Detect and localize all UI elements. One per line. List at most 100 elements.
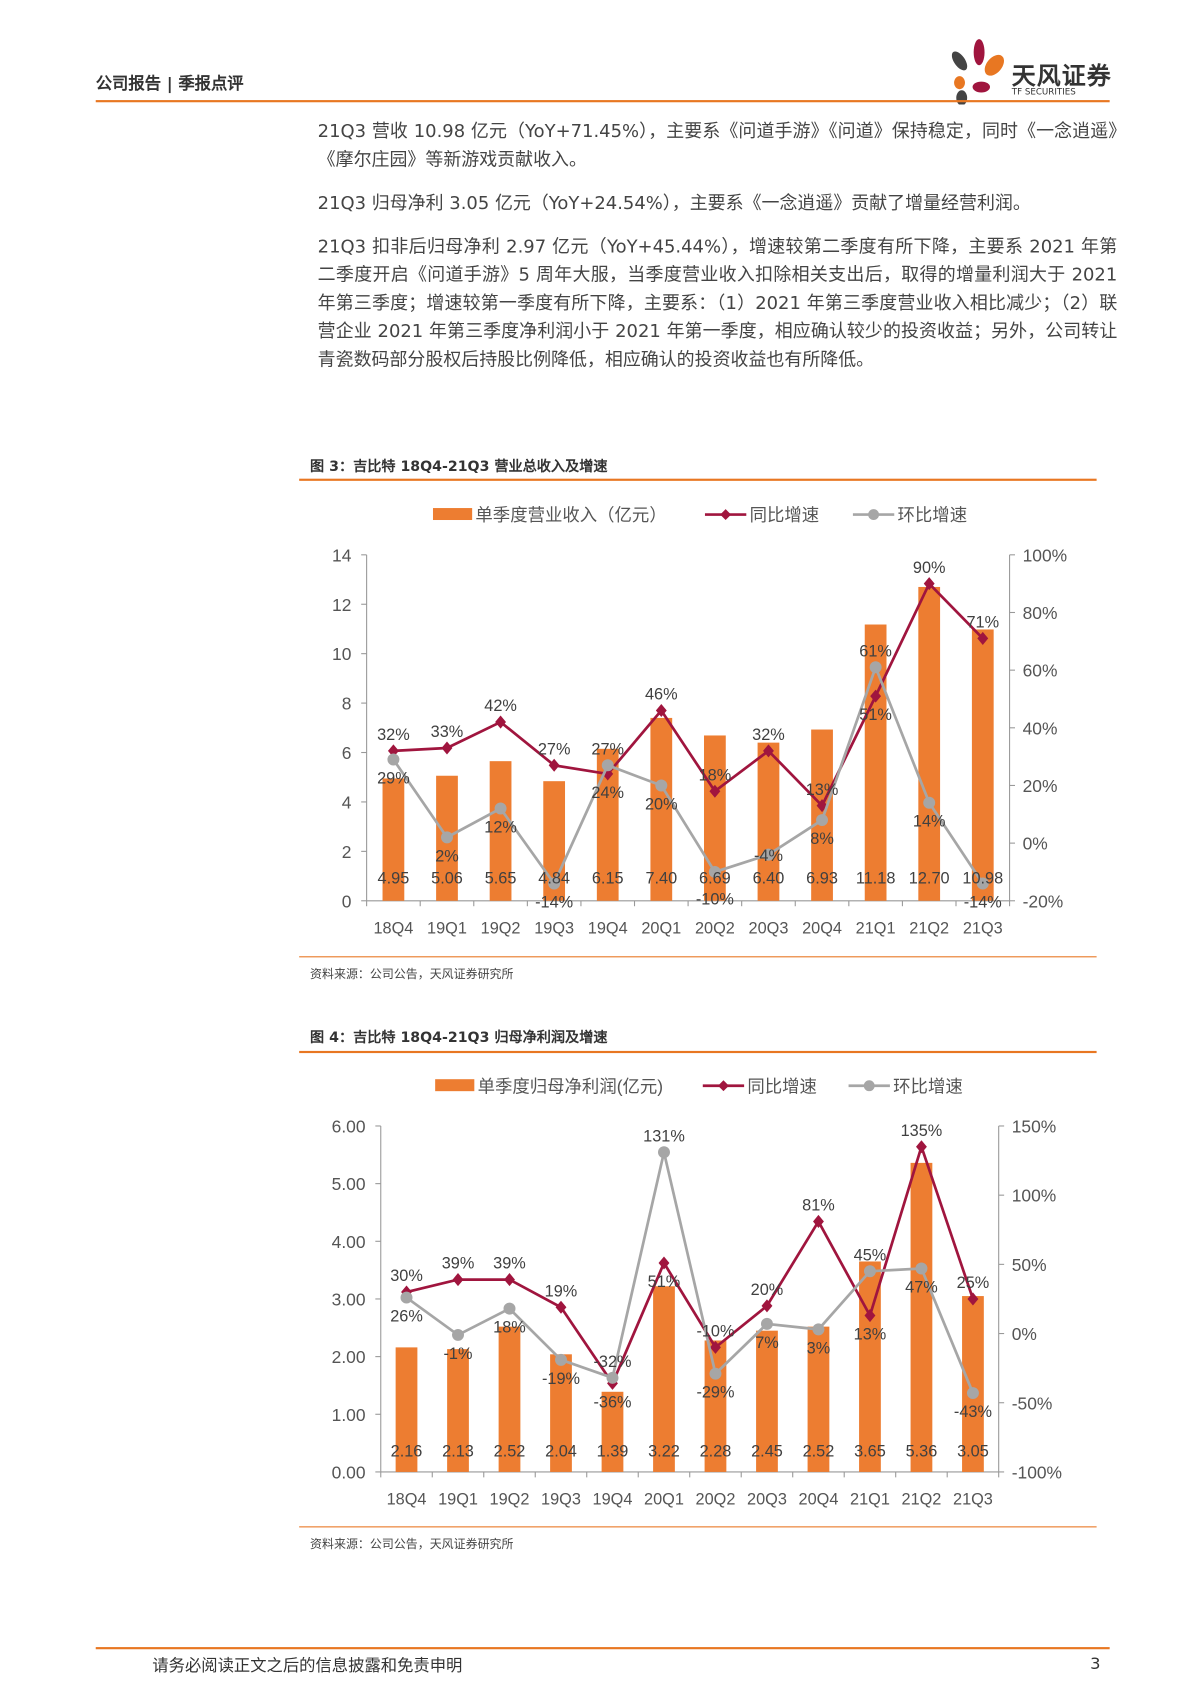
bar-data-label: 3.05 <box>957 1443 989 1461</box>
bar-data-label: 1.39 <box>597 1443 629 1461</box>
x-tick-label: 19Q2 <box>490 1491 530 1509</box>
yoy-data-label: 24% <box>591 784 624 802</box>
bar-data-label: 2.28 <box>700 1443 732 1461</box>
right-tick-label: 80% <box>1023 603 1058 623</box>
bar-data-label: 4.95 <box>378 869 410 887</box>
bar <box>910 1162 933 1472</box>
qoq-point <box>966 1387 979 1400</box>
qoq-point <box>655 779 668 792</box>
legend-bar-label: 单季度归母净利润(亿元) <box>478 1076 664 1096</box>
bar-data-label: 4.84 <box>538 869 570 887</box>
yoy-point <box>977 631 989 645</box>
logo-text: 天风证券 <box>1011 63 1112 91</box>
x-tick-label: 21Q3 <box>963 919 1003 937</box>
chart1-top-rule <box>299 478 1097 481</box>
bar-data-label: 6.15 <box>592 869 624 887</box>
qoq-data-label: -4% <box>754 847 783 865</box>
qoq-data-label: -10% <box>696 891 734 909</box>
x-tick-label: 21Q1 <box>850 1491 890 1509</box>
x-tick-label: 19Q4 <box>593 1491 633 1509</box>
x-tick-label: 21Q2 <box>902 1491 942 1509</box>
qoq-point <box>812 1323 825 1336</box>
yoy-point <box>504 1273 515 1287</box>
legend-yoy-label: 同比增速 <box>747 1076 817 1096</box>
bar-data-label: 7.40 <box>645 869 677 887</box>
right-tick-label: 100% <box>1012 1186 1056 1206</box>
right-tick-label: -100% <box>1012 1462 1062 1482</box>
left-tick-label: 2.00 <box>332 1347 366 1367</box>
right-tick-label: 20% <box>1023 776 1058 796</box>
qoq-point <box>601 759 614 772</box>
legend-yoy-marker <box>718 1080 729 1092</box>
yoy-data-label: -10% <box>696 1323 734 1341</box>
x-tick-label: 20Q4 <box>802 919 842 937</box>
yoy-point <box>710 1340 721 1354</box>
bar <box>489 761 512 901</box>
yoy-data-label: 18% <box>699 766 732 784</box>
qoq-data-label: 26% <box>390 1308 423 1326</box>
qoq-data-label: 12% <box>484 818 517 836</box>
yoy-data-label: 13% <box>854 1325 887 1343</box>
paragraph-net-profit: 21Q3 归母净利 3.05 亿元（YoY+24.54%），主要系《一念逍遥》贡… <box>317 192 1031 214</box>
company-logo <box>946 37 1011 106</box>
left-tick-label: 0.00 <box>332 1462 366 1482</box>
bar <box>704 735 726 901</box>
right-tick-label: 0% <box>1023 834 1048 854</box>
qoq-data-label: 131% <box>643 1127 685 1145</box>
bar-data-label: 2.16 <box>391 1443 423 1461</box>
x-tick-label: 20Q2 <box>696 1491 736 1509</box>
qoq-data-label: 14% <box>913 813 946 831</box>
x-tick-label: 20Q3 <box>747 1491 787 1509</box>
bar <box>757 742 780 901</box>
left-tick-label: 8 <box>342 694 352 714</box>
qoq-data-label: 20% <box>645 795 678 813</box>
left-tick-label: 4 <box>342 792 352 812</box>
logo-petals-icon <box>951 39 1004 106</box>
chart1-source: 资料来源：公司公告，天风证券研究所 <box>310 967 514 982</box>
qoq-point <box>923 796 936 809</box>
yoy-point <box>452 1273 464 1287</box>
bar-data-label: 5.06 <box>431 869 463 887</box>
footer-divider <box>95 1647 1110 1650</box>
bar <box>596 748 619 901</box>
x-tick-label: 19Q3 <box>541 1491 581 1509</box>
yoy-point <box>916 1140 927 1154</box>
right-tick-label: 0% <box>1012 1324 1037 1344</box>
legend-bar-label: 单季度营业收入（亿元） <box>475 505 666 525</box>
qoq-data-label: -14% <box>964 893 1002 911</box>
qoq-data-label: -29% <box>696 1384 734 1402</box>
yoy-data-label: 42% <box>484 697 517 715</box>
x-tick-label: 21Q3 <box>953 1491 993 1509</box>
bar-data-label: 2.04 <box>545 1443 577 1461</box>
yoy-data-label: 30% <box>390 1267 423 1285</box>
logo-subtext: TF SECURITIES <box>1011 87 1076 97</box>
yoy-data-label: 20% <box>751 1281 784 1299</box>
yoy-data-label: 39% <box>442 1255 475 1273</box>
right-tick-label: -20% <box>1023 891 1064 911</box>
left-tick-label: 2 <box>342 842 352 862</box>
left-tick-label: 4.00 <box>332 1232 366 1252</box>
x-tick-label: 21Q2 <box>909 919 949 937</box>
qoq-point <box>863 1265 876 1278</box>
bar <box>395 1347 418 1472</box>
x-tick-label: 18Q4 <box>373 919 413 937</box>
bar <box>447 1349 469 1472</box>
qoq-point <box>869 661 882 674</box>
legend-bar-swatch <box>435 1079 475 1092</box>
right-tick-label: 60% <box>1023 661 1058 681</box>
bar <box>650 717 673 901</box>
x-tick-label: 19Q2 <box>481 919 521 937</box>
paragraph-deducted-profit: 21Q3 扣非后归母净利 2.97 亿元（YoY+45.44%），增速较第二季度… <box>317 236 1118 370</box>
x-tick-label: 20Q3 <box>749 919 789 937</box>
bar <box>601 1391 624 1472</box>
yoy-data-label: 81% <box>802 1197 835 1215</box>
bar-data-label: 5.36 <box>906 1443 938 1461</box>
qoq-data-label: 18% <box>493 1319 526 1337</box>
qoq-data-label: 3% <box>807 1339 831 1357</box>
yoy-data-label: 39% <box>493 1255 526 1273</box>
bar-data-label: 12.70 <box>909 869 950 887</box>
qoq-point <box>441 831 453 844</box>
qoq-data-label: -1% <box>444 1345 473 1363</box>
bar <box>807 1326 830 1472</box>
